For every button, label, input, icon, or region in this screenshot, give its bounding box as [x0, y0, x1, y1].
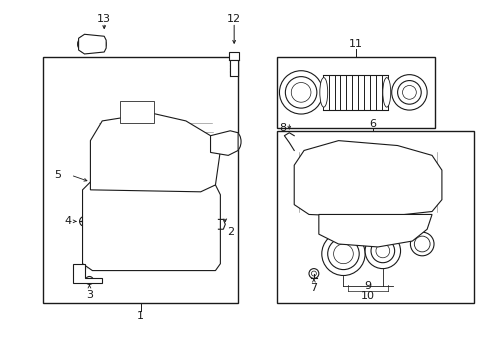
- Text: 3: 3: [86, 290, 93, 300]
- Circle shape: [365, 233, 400, 269]
- Circle shape: [308, 269, 318, 278]
- Bar: [120, 101, 154, 123]
- Ellipse shape: [382, 78, 390, 107]
- Polygon shape: [82, 180, 220, 271]
- Circle shape: [81, 40, 89, 48]
- Polygon shape: [230, 60, 238, 76]
- Polygon shape: [79, 34, 106, 54]
- Text: 1: 1: [137, 311, 144, 321]
- Polygon shape: [210, 131, 238, 156]
- Bar: [277, 131, 473, 303]
- Text: 10: 10: [360, 291, 374, 301]
- Circle shape: [78, 35, 95, 53]
- Polygon shape: [73, 264, 102, 283]
- Circle shape: [85, 276, 93, 284]
- Bar: [229, 52, 239, 60]
- Circle shape: [321, 232, 365, 275]
- Text: 6: 6: [369, 119, 376, 129]
- Text: 7: 7: [310, 283, 317, 293]
- Polygon shape: [318, 215, 431, 247]
- Text: 9: 9: [364, 281, 371, 291]
- Circle shape: [80, 216, 89, 226]
- Polygon shape: [90, 113, 220, 192]
- Bar: [43, 57, 238, 303]
- Text: 8: 8: [278, 123, 285, 133]
- Text: 13: 13: [97, 14, 111, 23]
- Ellipse shape: [319, 78, 327, 107]
- Circle shape: [391, 75, 426, 110]
- Circle shape: [97, 41, 103, 48]
- Polygon shape: [86, 35, 99, 53]
- Ellipse shape: [231, 133, 241, 150]
- Circle shape: [279, 71, 322, 114]
- Circle shape: [92, 37, 106, 51]
- Bar: [277, 57, 434, 128]
- Polygon shape: [294, 141, 441, 217]
- Text: 12: 12: [226, 14, 241, 23]
- Text: 11: 11: [348, 39, 363, 49]
- Text: 5: 5: [54, 170, 61, 180]
- Circle shape: [409, 232, 433, 256]
- Text: 4: 4: [64, 216, 71, 226]
- Text: 2: 2: [226, 227, 233, 237]
